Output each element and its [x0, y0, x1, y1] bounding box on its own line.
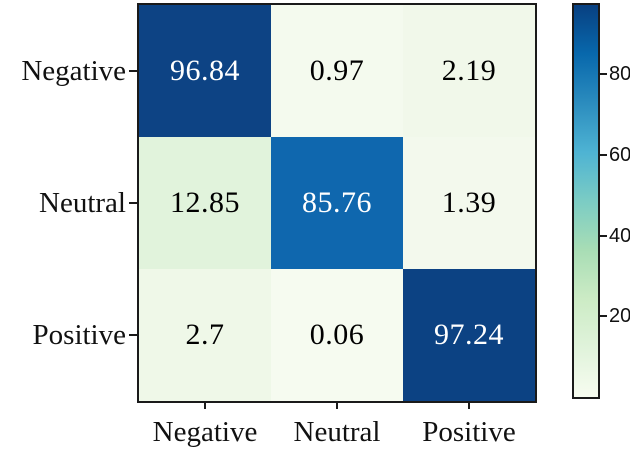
cell-value: 2.19 — [441, 54, 497, 87]
colorbar-tick-label-80: 80 — [609, 63, 630, 86]
y-tick-label-positive: Positive — [32, 319, 126, 351]
colorbar-tick-mark — [600, 73, 607, 76]
x-tick-mark — [336, 401, 338, 409]
heatmap-cell-neutral-positive: 1.39 — [403, 137, 535, 269]
colorbar-tick-mark — [600, 234, 607, 237]
x-tick-label-negative: Negative — [152, 416, 258, 448]
colorbar-tick-mark — [600, 315, 607, 318]
cell-value: 85.76 — [302, 186, 372, 219]
y-tick-mark — [129, 202, 137, 204]
heatmap-cell-negative-positive: 2.19 — [403, 5, 535, 137]
heatmap-grid: 96.84 0.97 2.19 12.85 85.76 1.39 2.7 0.06 97.24 — [137, 3, 537, 403]
colorbar-tick-label-40: 40 — [609, 224, 630, 247]
y-tick-label-neutral: Neutral — [39, 187, 126, 219]
cell-value: 0.97 — [309, 54, 365, 87]
cell-value: 96.84 — [170, 54, 240, 87]
heatmap-cell-negative-negative: 96.84 — [139, 5, 271, 137]
heatmap-cell-neutral-negative: 12.85 — [139, 137, 271, 269]
y-tick-mark — [129, 70, 137, 72]
heatmap-cell-positive-neutral: 0.06 — [271, 269, 403, 401]
cell-value: 97.24 — [434, 318, 504, 351]
colorbar-tick-mark — [600, 154, 607, 157]
cell-value: 1.39 — [441, 186, 497, 219]
x-tick-label-neutral: Neutral — [293, 416, 381, 448]
colorbar-tick-label-60: 60 — [609, 144, 630, 167]
y-tick-label-negative: Negative — [21, 55, 126, 87]
heatmap-cell-positive-positive: 97.24 — [403, 269, 535, 401]
x-tick-label-positive: Positive — [422, 416, 516, 448]
heatmap-cell-positive-negative: 2.7 — [139, 269, 271, 401]
cell-value: 12.85 — [170, 186, 240, 219]
heatmap-cell-negative-neutral: 0.97 — [271, 5, 403, 137]
colorbar — [572, 3, 600, 399]
x-tick-mark — [204, 401, 206, 409]
x-tick-mark — [468, 401, 470, 409]
y-tick-mark — [129, 334, 137, 336]
cell-value: 2.7 — [185, 318, 225, 351]
heatmap-cell-neutral-neutral: 85.76 — [271, 137, 403, 269]
cell-value: 0.06 — [309, 318, 365, 351]
colorbar-tick-label-20: 20 — [609, 305, 630, 328]
